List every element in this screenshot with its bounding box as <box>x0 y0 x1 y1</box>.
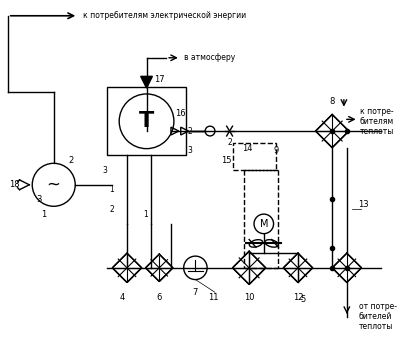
Text: 15: 15 <box>221 156 232 165</box>
Text: T: T <box>139 111 154 131</box>
Polygon shape <box>112 253 142 283</box>
Text: 4: 4 <box>120 293 125 302</box>
Text: бителям: бителям <box>359 117 394 126</box>
Text: 8: 8 <box>330 97 335 106</box>
Text: 1: 1 <box>42 209 47 219</box>
Text: M: M <box>260 219 268 229</box>
Text: в атмосферу: в атмосферу <box>184 53 235 62</box>
Text: к потребителям электрической энергии: к потребителям электрической энергии <box>83 11 246 20</box>
Text: 2: 2 <box>227 138 232 147</box>
Text: бителей: бителей <box>359 312 392 321</box>
Polygon shape <box>332 253 361 283</box>
Text: ~: ~ <box>47 176 61 194</box>
Text: 2: 2 <box>110 205 114 214</box>
Bar <box>233 143 276 170</box>
Polygon shape <box>233 251 266 284</box>
Text: от потре-: от потре- <box>359 302 397 312</box>
Text: 1: 1 <box>110 185 114 194</box>
Text: теплоты: теплоты <box>359 322 393 331</box>
Text: 3: 3 <box>187 146 193 155</box>
Text: 16: 16 <box>175 109 186 118</box>
Text: 1: 1 <box>143 209 148 219</box>
Text: 5: 5 <box>300 295 305 304</box>
Polygon shape <box>141 76 152 88</box>
Text: 17: 17 <box>154 75 165 84</box>
Text: 14: 14 <box>242 144 253 153</box>
Text: 2: 2 <box>69 156 74 165</box>
Polygon shape <box>316 114 349 148</box>
Text: 3: 3 <box>36 195 42 204</box>
Polygon shape <box>145 254 173 282</box>
Text: 11: 11 <box>208 293 218 302</box>
Text: теплоты: теплоты <box>359 127 394 136</box>
Text: 3: 3 <box>103 166 108 175</box>
Text: 9: 9 <box>274 146 279 155</box>
Text: 13: 13 <box>358 200 369 209</box>
Text: 18: 18 <box>9 180 20 189</box>
Text: 2: 2 <box>187 127 192 136</box>
Text: 6: 6 <box>156 293 162 302</box>
Text: 12: 12 <box>293 293 303 302</box>
Bar <box>108 87 186 156</box>
Text: 7: 7 <box>193 288 198 297</box>
Text: к потре-: к потре- <box>359 107 393 116</box>
Polygon shape <box>283 253 313 283</box>
Text: 10: 10 <box>244 293 254 302</box>
